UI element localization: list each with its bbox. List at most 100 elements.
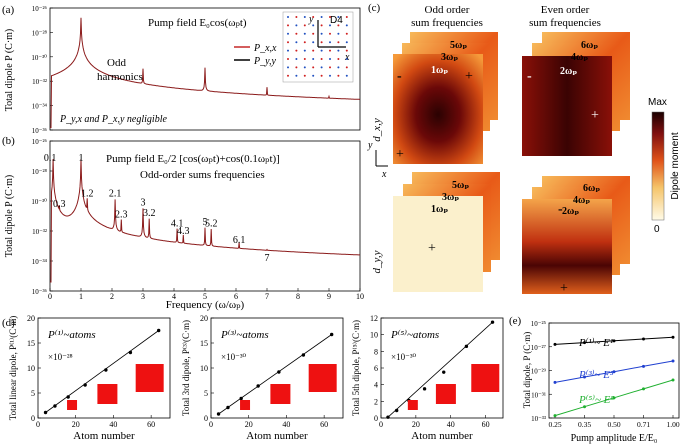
lattice-atom <box>295 49 298 52</box>
sign-minus-odd: - <box>397 69 402 84</box>
panel-d-label: (d) <box>2 317 15 329</box>
d-ytick-label: 20 <box>27 314 35 323</box>
a-ytick-label: 10⁻²⁶ <box>32 5 48 13</box>
lattice-atom <box>337 32 340 35</box>
lattice-atom <box>303 66 306 69</box>
panel-a-yticks: 10⁻²⁶ 10⁻²⁸ 10⁻³⁰ 10⁻³² 10⁻³⁴ 10⁻³⁶ <box>31 5 53 135</box>
lattice-atom <box>287 41 289 44</box>
d-data-point <box>66 395 70 399</box>
b-ytick-label: 10⁻²⁸ <box>32 168 48 176</box>
panel-a-note: P_y,x and P_x,y negligible <box>59 114 167 125</box>
lattice-atom <box>345 24 348 27</box>
e-xtick-label: 0.71 <box>637 420 650 429</box>
label2-even-2wp: 2ωₚ <box>562 206 579 217</box>
e-ytick-label: 10⁻²⁹ <box>531 368 547 376</box>
sign-minus-even-row2: - <box>558 202 563 217</box>
e-data-point <box>642 387 645 391</box>
lattice-atom <box>320 49 323 52</box>
e-xtick-label: 0.50 <box>607 420 620 429</box>
row2-label: d_y,y <box>371 250 383 273</box>
b-xtick-label: 4 <box>172 292 176 301</box>
inset-y-label: y <box>308 14 314 25</box>
lattice-atom <box>320 41 323 44</box>
d-ytick-label: 6 <box>374 364 378 373</box>
d-xlabel: Atom number <box>246 430 308 442</box>
d-scale: ×10⁻³⁰ <box>391 352 417 362</box>
lattice-atom <box>320 58 323 60</box>
d-data-point <box>422 387 427 391</box>
lattice-atom <box>329 66 331 69</box>
d-legend: P⁽¹⁾~atoms <box>47 329 96 341</box>
e-data-point <box>553 380 557 384</box>
lattice-atom <box>329 49 331 52</box>
d-xtick-label: 20 <box>412 420 420 429</box>
panel-b-label: (b) <box>2 135 15 147</box>
b-peak-label: 1.2 <box>81 189 94 200</box>
d-xlabel: Atom number <box>73 430 135 442</box>
panel-a-annotation-2: harmonics <box>97 71 143 83</box>
d-legend: P⁽⁵⁾~atoms <box>390 329 439 341</box>
lattice-atom <box>303 74 306 77</box>
lattice-atom <box>337 24 340 27</box>
lattice-atom <box>329 24 331 27</box>
map-odd-1wp <box>393 54 483 164</box>
b-xtick-label: 6 <box>234 292 238 301</box>
lattice-atom <box>295 41 298 44</box>
lattice-atom <box>320 24 323 27</box>
lattice-atom <box>312 74 315 77</box>
lattice-atom <box>287 32 289 35</box>
d-scale: ×10⁻³⁰ <box>221 352 247 362</box>
d-data-point <box>386 415 390 419</box>
map2-even-2wp <box>522 199 612 294</box>
label-even-4wp: 4ωₚ <box>571 52 588 63</box>
d-lattice-square <box>97 384 118 404</box>
lattice-atom <box>337 58 340 60</box>
e-data-point <box>553 342 557 346</box>
e-xtick-label: 0.25 <box>548 420 561 429</box>
c-y-axis-label: y <box>367 140 373 151</box>
label2-odd-3wp: 3ωₚ <box>442 192 459 203</box>
panel-b-ylabel: Total dipole P (C·m) <box>4 175 15 258</box>
d-legend: P⁽³⁾~atoms <box>220 329 269 341</box>
inset-x-label: x <box>344 52 350 63</box>
e-ytick-label: 10⁻²⁷ <box>531 344 547 352</box>
b-ytick-label: 10⁻²⁶ <box>32 138 48 146</box>
label-odd-3wp: 3ωₚ <box>441 52 458 63</box>
colorbar-title: Dipole moment <box>670 132 681 199</box>
panel-b-xlabel: Frequency (ω/ωₚ) <box>166 299 245 311</box>
e-data-point <box>671 335 675 339</box>
lattice-atom <box>287 24 289 27</box>
lattice-atom <box>337 49 340 52</box>
sign-plus-even: + <box>591 108 599 123</box>
d-data-point <box>104 368 108 372</box>
b-xtick-label: 9 <box>327 292 331 301</box>
d-xtick-label: 60 <box>320 420 328 429</box>
d-ytick-label: 20 <box>200 314 208 323</box>
lattice-atom <box>320 66 323 69</box>
lattice-atom <box>295 58 298 60</box>
b-peak-label: 0.3 <box>53 199 66 210</box>
d-ytick-label: 10 <box>370 331 378 340</box>
d-xtick-label: 0 <box>379 420 383 429</box>
d-lattice-square <box>135 364 164 392</box>
lattice-atom <box>329 41 331 44</box>
e-data-point <box>583 375 586 379</box>
d-ylabel: Total linear dipole, P⁽¹⁾(C·m) <box>8 316 18 420</box>
d4-lattice-inset: D4 x y <box>282 11 354 83</box>
label2-odd-5wp: 5ωₚ <box>452 180 469 191</box>
d-ytick-label: 0 <box>374 414 378 423</box>
lattice-atom <box>295 32 298 35</box>
b-peak-label: 1 <box>79 153 84 164</box>
e-ytick-label: 10⁻³³ <box>531 415 546 423</box>
label2-even-4wp: 4ωₚ <box>573 195 590 206</box>
d-data-point <box>128 350 133 355</box>
b-peak-label: 3.2 <box>143 208 156 219</box>
d-lattice-square <box>407 400 418 410</box>
colorbar-min: 0 <box>654 224 660 235</box>
d-ytick-label: 15 <box>27 339 35 348</box>
legend-pyy-label: P_y,y <box>253 56 276 67</box>
col-even-title-1: Even order <box>541 4 590 16</box>
e-data-point <box>553 414 557 418</box>
d-ytick-label: 10 <box>200 364 208 373</box>
